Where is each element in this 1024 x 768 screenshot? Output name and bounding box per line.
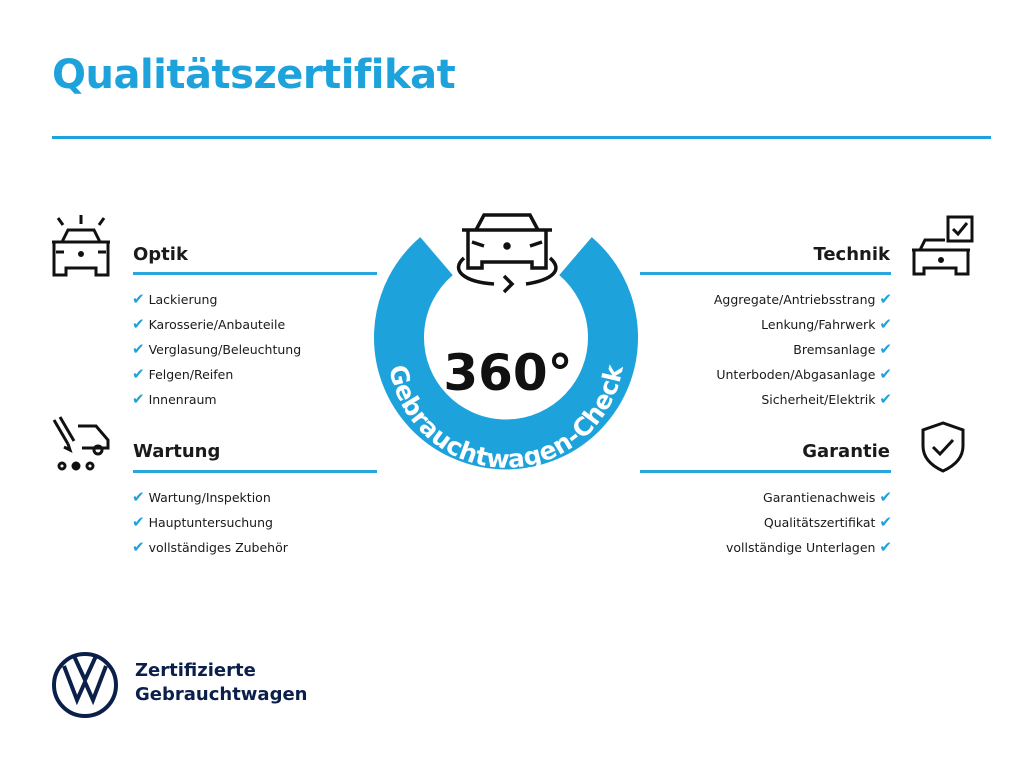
maintenance-icon — [52, 416, 110, 471]
list-item: ✔ Felgen/Reifen — [132, 365, 234, 383]
check-icon: ✔ — [132, 488, 145, 506]
check-icon: ✔ — [879, 365, 892, 383]
divider — [133, 272, 377, 275]
list-item: Bremsanlage ✔ — [793, 340, 892, 358]
list-item: ✔ Wartung/Inspektion — [132, 488, 271, 506]
vw-logo — [52, 652, 118, 718]
360-check-badge: Gebrauchtwagen-Check 360° — [374, 213, 638, 474]
list-item: Unterboden/Abgasanlage ✔ — [716, 365, 892, 383]
car-shine-icon — [52, 215, 110, 277]
check-icon: ✔ — [879, 340, 892, 358]
divider — [640, 272, 891, 275]
title-divider — [52, 136, 991, 139]
check-icon: ✔ — [879, 390, 892, 408]
check-icon: ✔ — [132, 513, 145, 531]
check-icon: ✔ — [132, 340, 145, 358]
list-item: Qualitätszertifikat ✔ — [763, 513, 892, 531]
list-item: Sicherheit/Elektrik ✔ — [761, 390, 892, 408]
garantie-list: Garantienachweis ✔ Qualitätszertifikat ✔… — [726, 485, 892, 560]
section-heading-wartung: Wartung — [133, 441, 221, 462]
list-item: vollständige Unterlagen ✔ — [725, 538, 892, 556]
check-icon: ✔ — [879, 513, 892, 531]
list-item: Garantienachweis ✔ — [763, 488, 892, 506]
list-item: ✔ vollständiges Zubehör — [132, 538, 288, 556]
section-heading-garantie: Garantie — [802, 441, 890, 462]
check-icon: ✔ — [879, 538, 892, 556]
check-icon: ✔ — [879, 315, 892, 333]
list-item: ✔ Hauptuntersuchung — [132, 513, 273, 531]
check-icon: ✔ — [879, 290, 892, 308]
list-item: ✔ Innenraum — [132, 390, 217, 408]
check-icon: ✔ — [132, 538, 145, 556]
check-icon: ✔ — [132, 290, 145, 308]
check-icon: ✔ — [132, 315, 145, 333]
check-icon: ✔ — [132, 365, 145, 383]
footer-line2: Gebrauchtwagen — [135, 684, 308, 705]
shield-check-icon — [921, 421, 965, 473]
list-item: ✔ Karosserie/Anbauteile — [132, 315, 286, 333]
section-heading-optik: Optik — [133, 244, 188, 265]
page-title: Qualitätszertifikat — [52, 52, 456, 98]
list-item: ✔ Lackierung — [132, 290, 218, 308]
ring — [374, 237, 638, 470]
check-icon: ✔ — [132, 390, 145, 408]
technik-list: Aggregate/Antriebsstrang ✔ Lenkung/Fahrw… — [714, 287, 892, 412]
divider — [640, 470, 891, 473]
divider — [133, 470, 377, 473]
360-label: 360° — [443, 344, 572, 402]
check-icon: ✔ — [879, 488, 892, 506]
optik-list: ✔ Lackierung ✔ Karosserie/Anbauteile ✔ V… — [132, 287, 301, 412]
section-heading-technik: Technik — [813, 244, 890, 265]
list-item: Lenkung/Fahrwerk ✔ — [761, 315, 892, 333]
car-checklist-icon — [912, 215, 974, 276]
car-rotate-icon — [456, 213, 558, 294]
list-item: ✔ Verglasung/Beleuchtung — [132, 340, 302, 358]
footer-line1: Zertifizierte — [135, 660, 256, 681]
wartung-list: ✔ Wartung/Inspektion ✔ Hauptuntersuchung… — [132, 485, 288, 560]
list-item: Aggregate/Antriebsstrang ✔ — [713, 290, 892, 308]
